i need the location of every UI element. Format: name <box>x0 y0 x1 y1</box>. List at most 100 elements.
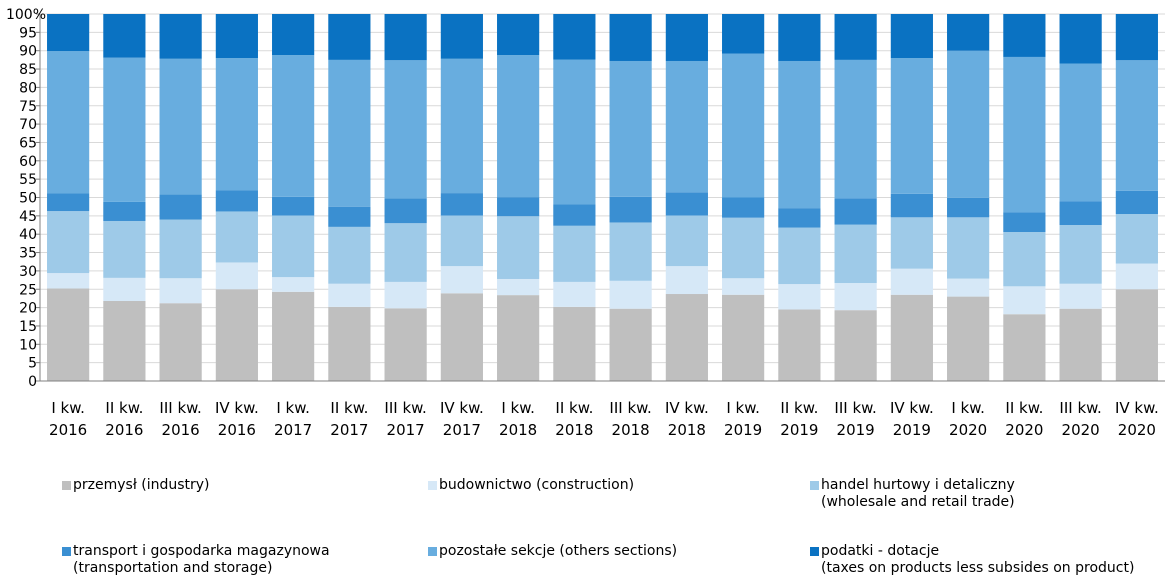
bar-segment <box>665 192 708 216</box>
legend-swatch <box>62 547 71 556</box>
legend-item: transport i gospodarka magazynowa (transp… <box>62 543 330 577</box>
x-tick-label: II kw. <box>105 399 143 417</box>
y-tick-label: 95 <box>19 25 37 41</box>
bar-segment <box>722 217 765 279</box>
y-tick-label: 20 <box>19 301 37 317</box>
y-tick-label: 100% <box>6 7 46 23</box>
bar-segment <box>47 288 90 381</box>
bar-segment <box>440 215 483 267</box>
x-tick-label: III kw. <box>159 399 201 417</box>
legend-label: pozostałe sekcje (others sections) <box>439 543 677 560</box>
bar-segment <box>497 216 540 279</box>
bar-segment <box>947 217 990 279</box>
bar-segment <box>553 225 596 282</box>
x-tick-label: 2020 <box>1005 421 1043 439</box>
bar-segment <box>440 14 483 59</box>
bar-segment <box>665 294 708 381</box>
bar-segment <box>1059 283 1102 309</box>
bar-segment <box>384 281 427 309</box>
bar-segment <box>1003 14 1046 57</box>
bar-segment <box>215 211 258 263</box>
bar-segment <box>890 58 933 194</box>
bar-segment <box>609 60 652 197</box>
bar-segment <box>834 59 877 199</box>
bar-segment <box>947 197 990 218</box>
x-tick-label: IV kw. <box>890 399 934 417</box>
bar-segment <box>47 51 90 194</box>
bar-segment <box>47 193 90 212</box>
bar-segment <box>1059 14 1102 64</box>
y-tick-label: 60 <box>19 154 37 170</box>
bar-segment <box>834 224 877 284</box>
y-tick-label: 85 <box>19 62 37 78</box>
bar-segment <box>384 60 427 199</box>
x-tick-label: II kw. <box>330 399 368 417</box>
bar-segment <box>1059 201 1102 226</box>
legend-label: transport i gospodarka magazynowa (transp… <box>73 543 330 577</box>
bar-segment <box>384 223 427 282</box>
bar-segment <box>834 198 877 225</box>
x-tick-label: 2019 <box>724 421 762 439</box>
bar-segment <box>384 308 427 381</box>
bar-segment <box>159 278 202 304</box>
bar-segment <box>328 59 371 207</box>
legend-swatch <box>62 481 71 490</box>
legend-swatch <box>810 481 819 490</box>
bar-segment <box>1059 225 1102 284</box>
legend-item: handel hurtowy i detaliczny (wholesale an… <box>810 477 1015 511</box>
legend-swatch <box>428 481 437 490</box>
legend-item: przemysł (industry) <box>62 477 210 494</box>
legend-label-line: handel hurtowy i detaliczny <box>821 477 1015 493</box>
x-tick-label: 2019 <box>893 421 931 439</box>
x-tick-label: 2016 <box>49 421 87 439</box>
bar-segment <box>609 14 652 61</box>
bar-segment <box>553 306 596 381</box>
bar-segment <box>722 14 765 54</box>
bar-segment <box>947 296 990 381</box>
bar-segment <box>778 227 821 285</box>
bar-segment <box>440 193 483 216</box>
x-tick-label: 2017 <box>387 421 425 439</box>
x-tick-label: 2018 <box>499 421 537 439</box>
bar-segment <box>215 14 258 59</box>
bar-segment <box>47 273 90 289</box>
bar-segment <box>159 219 202 279</box>
y-tick-label: 10 <box>19 337 37 353</box>
x-tick-label: III kw. <box>384 399 426 417</box>
legend-label-line: pozostałe sekcje (others sections) <box>439 543 678 559</box>
x-tick-label: 2019 <box>780 421 818 439</box>
bar-segment <box>609 222 652 281</box>
bar-segment <box>272 215 315 278</box>
bar-segment <box>1003 314 1046 381</box>
x-tick-label: 2020 <box>1062 421 1100 439</box>
x-tick-label: III kw. <box>1059 399 1101 417</box>
y-tick-label: 45 <box>19 209 37 225</box>
bar-segment <box>1115 60 1158 191</box>
bar-segment <box>890 294 933 381</box>
bar-segment <box>665 14 708 61</box>
legend-item: podatki - dotacje (taxes on products less… <box>810 543 1134 577</box>
bar-segment <box>778 284 821 310</box>
bar-segment <box>1003 212 1046 232</box>
x-tick-label: 2017 <box>274 421 312 439</box>
bar-segment <box>272 277 315 292</box>
x-tick-label: 2020 <box>949 421 987 439</box>
legend-label: handel hurtowy i detaliczny (wholesale an… <box>821 477 1015 511</box>
bar-segment <box>553 204 596 226</box>
x-tick-label: II kw. <box>780 399 818 417</box>
bar-segment <box>497 197 540 217</box>
legend-swatch <box>810 547 819 556</box>
y-tick-label: 5 <box>28 356 37 372</box>
bar-segment <box>47 14 90 52</box>
x-tick-label: 2018 <box>668 421 706 439</box>
legend-item: pozostałe sekcje (others sections) <box>428 543 677 560</box>
bar-segment <box>665 215 708 267</box>
bar-segment <box>1115 214 1158 264</box>
y-tick-label: 75 <box>19 99 37 115</box>
legend-label-line: (wholesale and retail trade) <box>821 494 1015 510</box>
bar-segment <box>159 58 202 195</box>
bar-segment <box>440 293 483 381</box>
legend-swatch <box>428 547 437 556</box>
bar-segment <box>1115 289 1158 381</box>
